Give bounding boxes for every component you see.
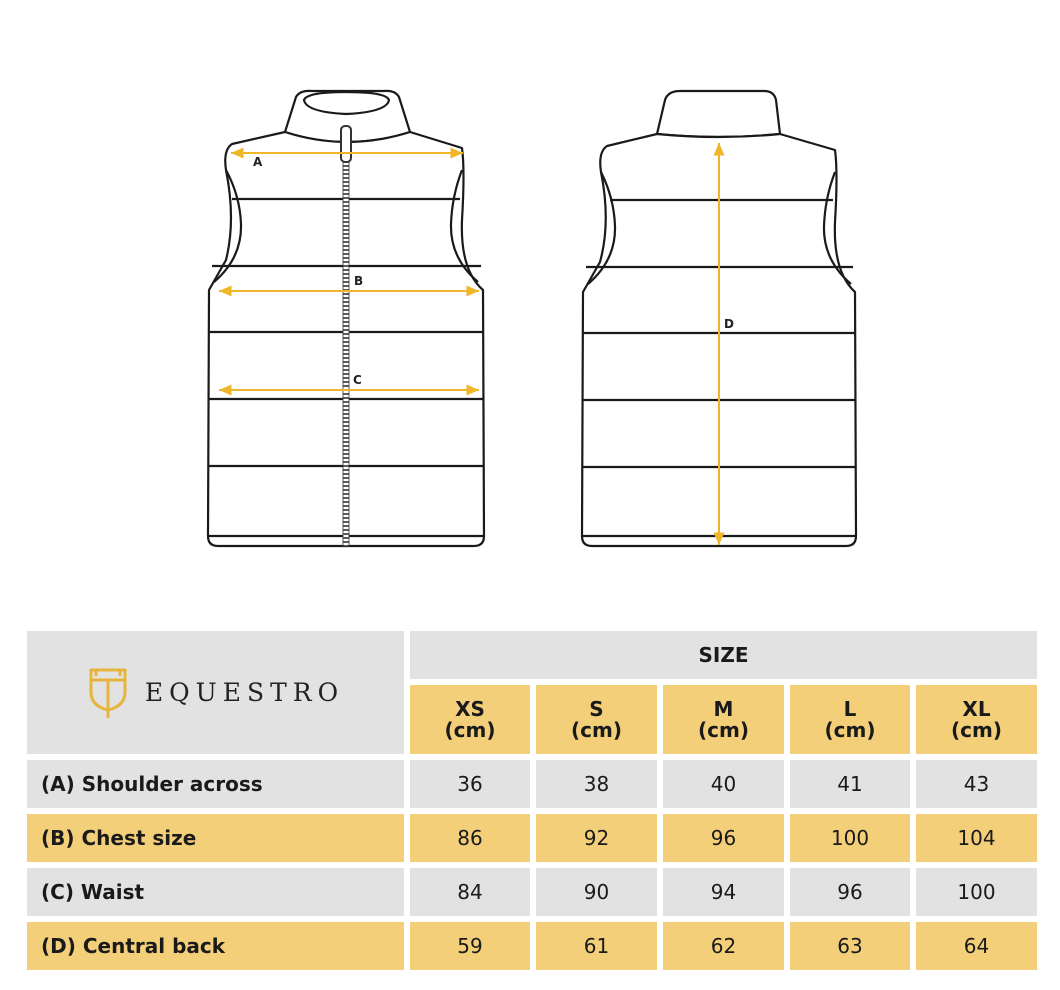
shield-crest-icon xyxy=(89,668,127,718)
label-c: C xyxy=(353,373,362,387)
row-label-central-back: (D) Central back xyxy=(27,922,404,970)
brand-name: EQUESTRO xyxy=(144,678,345,707)
col-header-l: L (cm) xyxy=(790,685,910,754)
size-header: SIZE xyxy=(410,631,1037,679)
table-cell: 62 xyxy=(663,922,784,970)
table-cell: 41 xyxy=(790,760,910,808)
col-header-xl: XL (cm) xyxy=(916,685,1037,754)
label-a: A xyxy=(253,155,263,169)
table-cell: 96 xyxy=(790,868,910,916)
label-b: B xyxy=(354,274,363,288)
table-cell: 84 xyxy=(410,868,530,916)
row-label-shoulder: (A) Shoulder across xyxy=(27,760,404,808)
size-table: EQUESTRO SIZE XS (cm) S (cm) M (cm) L (cm) X… xyxy=(27,631,1037,971)
zipper xyxy=(342,159,350,547)
table-cell: 40 xyxy=(663,760,784,808)
table-cell: 64 xyxy=(916,922,1037,970)
label-d: D xyxy=(724,317,734,331)
zipper-pull xyxy=(340,125,352,163)
table-cell: 96 xyxy=(663,814,784,862)
col-header-s: S (cm) xyxy=(536,685,657,754)
table-cell: 100 xyxy=(790,814,910,862)
table-cell: 94 xyxy=(663,868,784,916)
table-cell: 86 xyxy=(410,814,530,862)
table-cell: 59 xyxy=(410,922,530,970)
brand-logo-cell: EQUESTRO xyxy=(27,631,404,754)
table-cell: 92 xyxy=(536,814,657,862)
table-cell: 90 xyxy=(536,868,657,916)
row-label-chest: (B) Chest size xyxy=(27,814,404,862)
col-header-m: M (cm) xyxy=(663,685,784,754)
table-cell: 104 xyxy=(916,814,1037,862)
table-cell: 36 xyxy=(410,760,530,808)
table-cell: 61 xyxy=(536,922,657,970)
table-cell: 63 xyxy=(790,922,910,970)
vest-diagram: A B C D xyxy=(206,89,858,548)
col-header-xs: XS (cm) xyxy=(410,685,530,754)
table-cell: 38 xyxy=(536,760,657,808)
table-cell: 100 xyxy=(916,868,1037,916)
back-collar xyxy=(655,89,782,139)
row-label-waist: (C) Waist xyxy=(27,868,404,916)
table-cell: 43 xyxy=(916,760,1037,808)
